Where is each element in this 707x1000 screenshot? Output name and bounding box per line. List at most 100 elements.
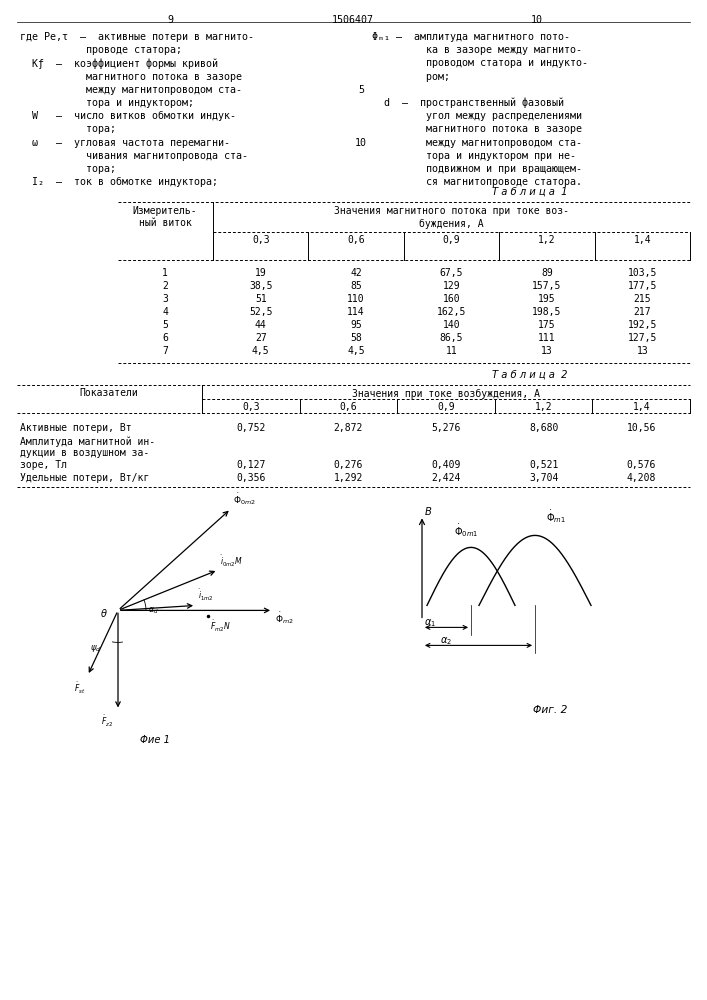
Text: 157,5: 157,5 bbox=[532, 281, 561, 291]
Text: Φиг. 2: Φиг. 2 bbox=[533, 705, 567, 715]
Text: 1: 1 bbox=[162, 268, 168, 278]
Text: между магнитопроводом ста-: между магнитопроводом ста- bbox=[372, 138, 582, 148]
Text: 52,5: 52,5 bbox=[249, 307, 272, 317]
Text: 0,576: 0,576 bbox=[626, 460, 656, 470]
Text: 129: 129 bbox=[443, 281, 460, 291]
Text: 11: 11 bbox=[445, 346, 457, 356]
Text: $\alpha_2$: $\alpha_2$ bbox=[440, 636, 452, 647]
Text: между магнитопроводом ста-: между магнитопроводом ста- bbox=[20, 85, 242, 95]
Text: ка в зазоре между магнито-: ка в зазоре между магнито- bbox=[372, 45, 582, 55]
Text: 127,5: 127,5 bbox=[628, 333, 657, 343]
Text: $\theta$: $\theta$ bbox=[100, 607, 108, 619]
Text: 5: 5 bbox=[358, 85, 364, 95]
Text: тора и индуктором;: тора и индуктором; bbox=[20, 98, 194, 108]
Text: 0,127: 0,127 bbox=[236, 460, 266, 470]
Text: 110: 110 bbox=[347, 294, 365, 304]
Text: 0,9: 0,9 bbox=[437, 402, 455, 412]
Text: 0,356: 0,356 bbox=[236, 473, 266, 483]
Text: 3,704: 3,704 bbox=[529, 473, 559, 483]
Text: 19: 19 bbox=[255, 268, 267, 278]
Text: 95: 95 bbox=[350, 320, 362, 330]
Text: 0,752: 0,752 bbox=[236, 423, 266, 433]
Text: 0,409: 0,409 bbox=[431, 460, 461, 470]
Text: магнитного потока в зазоре: магнитного потока в зазоре bbox=[20, 72, 242, 82]
Text: тора и индуктором при не-: тора и индуктором при не- bbox=[372, 151, 576, 161]
Text: 67,5: 67,5 bbox=[440, 268, 463, 278]
Text: $\dot{i}_{0m2}M$: $\dot{i}_{0m2}M$ bbox=[220, 554, 243, 569]
Text: 13: 13 bbox=[541, 346, 553, 356]
Text: 9: 9 bbox=[167, 15, 173, 25]
Text: 5,276: 5,276 bbox=[431, 423, 461, 433]
Text: 2: 2 bbox=[162, 281, 168, 291]
Text: d  –  пространственный фазовый: d – пространственный фазовый bbox=[372, 98, 564, 108]
Text: тора;: тора; bbox=[20, 164, 116, 174]
Text: 2,424: 2,424 bbox=[431, 473, 461, 483]
Text: Т а б л и ц а  1: Т а б л и ц а 1 bbox=[492, 186, 568, 196]
Text: ся магнитопроводе статора.: ся магнитопроводе статора. bbox=[372, 177, 582, 187]
Text: 1,4: 1,4 bbox=[633, 235, 651, 245]
Text: Амплитуда магнитной ин-: Амплитуда магнитной ин- bbox=[20, 436, 155, 447]
Text: Φие 1: Φие 1 bbox=[140, 735, 170, 745]
Text: Активные потери, Вт: Активные потери, Вт bbox=[20, 423, 132, 433]
Text: 7: 7 bbox=[162, 346, 168, 356]
Text: 85: 85 bbox=[350, 281, 362, 291]
Text: дукции в воздушном за-: дукции в воздушном за- bbox=[20, 448, 149, 458]
Text: Φₘ₁ –  амплитуда магнитного пото-: Φₘ₁ – амплитуда магнитного пото- bbox=[372, 32, 570, 42]
Text: $\alpha_d$: $\alpha_d$ bbox=[148, 605, 158, 616]
Text: 38,5: 38,5 bbox=[249, 281, 272, 291]
Text: 0,6: 0,6 bbox=[339, 402, 357, 412]
Text: 0,9: 0,9 bbox=[443, 235, 460, 245]
Text: 4,208: 4,208 bbox=[626, 473, 656, 483]
Text: 5: 5 bbox=[162, 320, 168, 330]
Text: W   –  число витков обмотки индук-: W – число витков обмотки индук- bbox=[20, 111, 236, 121]
Text: 103,5: 103,5 bbox=[628, 268, 657, 278]
Text: проводом статора и индукто-: проводом статора и индукто- bbox=[372, 58, 588, 68]
Text: ром;: ром; bbox=[372, 72, 450, 82]
Text: $\alpha_1$: $\alpha_1$ bbox=[424, 618, 436, 629]
Text: проводе статора;: проводе статора; bbox=[20, 45, 182, 55]
Text: 10: 10 bbox=[531, 15, 543, 25]
Text: 111: 111 bbox=[538, 333, 556, 343]
Text: 86,5: 86,5 bbox=[440, 333, 463, 343]
Text: 1,292: 1,292 bbox=[334, 473, 363, 483]
Text: 192,5: 192,5 bbox=[628, 320, 657, 330]
Text: 58: 58 bbox=[350, 333, 362, 343]
Text: где Pе,τ  –  активные потери в магнито-: где Pе,τ – активные потери в магнито- bbox=[20, 32, 254, 42]
Text: магнитного потока в зазоре: магнитного потока в зазоре bbox=[372, 124, 582, 134]
Text: 0,521: 0,521 bbox=[529, 460, 559, 470]
Text: 162,5: 162,5 bbox=[437, 307, 466, 317]
Text: тора;: тора; bbox=[20, 124, 116, 134]
Text: 1,2: 1,2 bbox=[534, 402, 552, 412]
Text: 114: 114 bbox=[347, 307, 365, 317]
Text: чивания магнитопровода ста-: чивания магнитопровода ста- bbox=[20, 151, 248, 161]
Text: $\dot{i}_{1m2}$: $\dot{i}_{1m2}$ bbox=[198, 588, 214, 603]
Text: 217: 217 bbox=[633, 307, 651, 317]
Text: 10: 10 bbox=[355, 138, 367, 148]
Text: Kƒ  –  коэффициент формы кривой: Kƒ – коэффициент формы кривой bbox=[20, 58, 218, 69]
Text: 0,3: 0,3 bbox=[252, 235, 269, 245]
Text: 2,872: 2,872 bbox=[334, 423, 363, 433]
Text: буждения, А: буждения, А bbox=[419, 218, 484, 229]
Text: 42: 42 bbox=[350, 268, 362, 278]
Text: угол между распределениями: угол между распределениями bbox=[372, 111, 582, 121]
Text: 160: 160 bbox=[443, 294, 460, 304]
Text: $\dot{\Phi}_{m2}$: $\dot{\Phi}_{m2}$ bbox=[275, 610, 293, 626]
Text: 3: 3 bbox=[162, 294, 168, 304]
Text: зоре, Тл: зоре, Тл bbox=[20, 460, 67, 470]
Text: 195: 195 bbox=[538, 294, 556, 304]
Text: 44: 44 bbox=[255, 320, 267, 330]
Text: 177,5: 177,5 bbox=[628, 281, 657, 291]
Text: 27: 27 bbox=[255, 333, 267, 343]
Text: $\dot{\Phi}_{0m2}$: $\dot{\Phi}_{0m2}$ bbox=[233, 491, 256, 507]
Text: 140: 140 bbox=[443, 320, 460, 330]
Text: 175: 175 bbox=[538, 320, 556, 330]
Text: $\dot{\Phi}_{0m1}$: $\dot{\Phi}_{0m1}$ bbox=[455, 522, 479, 539]
Text: 0,6: 0,6 bbox=[347, 235, 365, 245]
Text: Удельные потери, Вт/кг: Удельные потери, Вт/кг bbox=[20, 473, 149, 483]
Text: 215: 215 bbox=[633, 294, 651, 304]
Text: ω   –  угловая частота перемагни-: ω – угловая частота перемагни- bbox=[20, 138, 230, 148]
Text: 1,2: 1,2 bbox=[538, 235, 556, 245]
Text: I₂  –  ток в обмотке индуктора;: I₂ – ток в обмотке индуктора; bbox=[20, 177, 218, 187]
Text: 198,5: 198,5 bbox=[532, 307, 561, 317]
Text: $\dot{F}_{m2}N$: $\dot{F}_{m2}N$ bbox=[210, 618, 230, 634]
